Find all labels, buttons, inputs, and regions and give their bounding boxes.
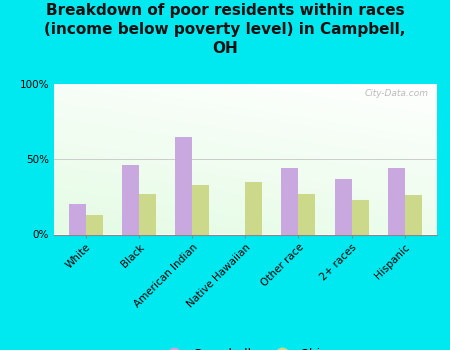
Bar xyxy=(69,204,86,234)
Text: City-Data.com: City-Data.com xyxy=(365,89,429,98)
Legend: Campbell, Ohio: Campbell, Ohio xyxy=(157,343,333,350)
Bar xyxy=(405,195,422,234)
Bar xyxy=(139,194,156,234)
Bar xyxy=(351,200,369,235)
Bar xyxy=(298,194,315,234)
Bar xyxy=(86,215,103,235)
Bar xyxy=(175,137,192,234)
Bar xyxy=(281,168,298,234)
Bar xyxy=(192,185,209,234)
Bar xyxy=(334,179,351,234)
Bar xyxy=(245,182,262,234)
Bar xyxy=(122,165,139,234)
Bar xyxy=(387,168,405,234)
Text: Breakdown of poor residents within races
(income below poverty level) in Campbel: Breakdown of poor residents within races… xyxy=(44,4,406,56)
